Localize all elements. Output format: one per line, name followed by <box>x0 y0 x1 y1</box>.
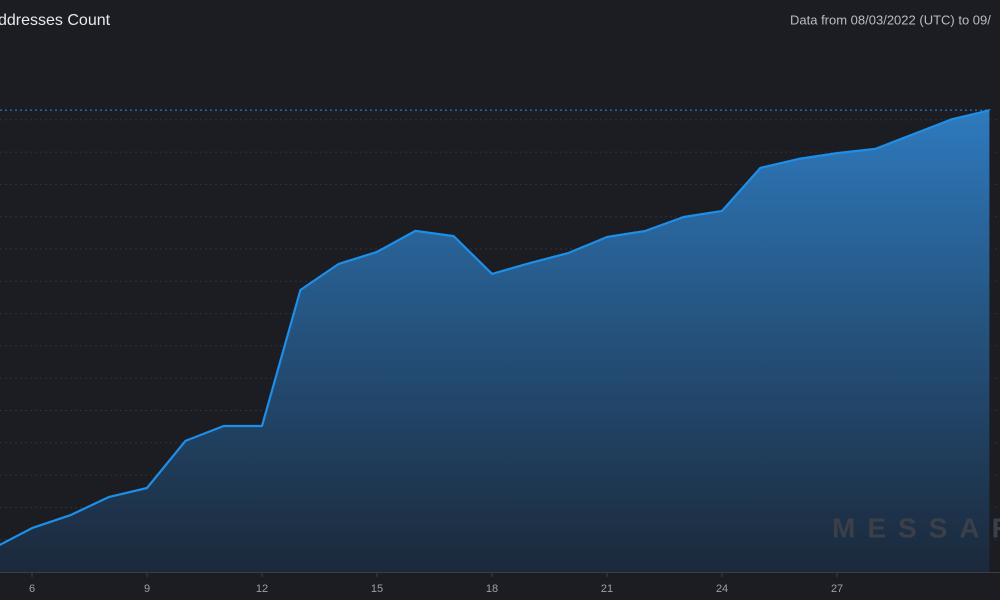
chart-title: ddresses Count <box>0 12 111 29</box>
watermark: MESSAR <box>832 512 1000 543</box>
x-tick-label: 6 <box>29 583 35 595</box>
x-tick-label: 12 <box>256 583 268 595</box>
x-tick-label: 24 <box>716 583 728 595</box>
x-tick-label: 18 <box>486 583 498 595</box>
area <box>0 110 991 572</box>
x-tick-label: 15 <box>371 583 383 595</box>
x-tick-label: 27 <box>831 583 843 595</box>
chart-subtitle: Data from 08/03/2022 (UTC) to 09/ <box>790 12 991 27</box>
x-tick-label: 21 <box>601 583 613 595</box>
x-tick-label: 9 <box>144 583 150 595</box>
line <box>0 109 991 547</box>
